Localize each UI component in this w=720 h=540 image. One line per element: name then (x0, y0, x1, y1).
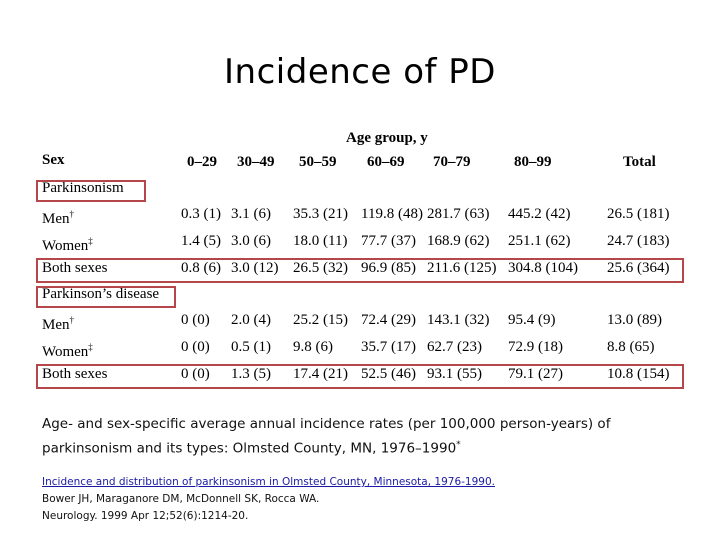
table-cell: 10.8 (154) (607, 366, 670, 382)
reference: Incidence and distribution of parkinsoni… (42, 474, 495, 525)
row-sex-label: Women‡ (42, 338, 93, 361)
table-cell: 211.6 (125) (427, 260, 497, 276)
incidence-table: Age group, y Sex 0–29 30–49 50–59 60–69 70–79 8… (36, 130, 684, 389)
footnote-mark: ‡ (88, 342, 93, 352)
table-cell: 35.7 (17) (361, 339, 416, 355)
sex-name: Women (42, 344, 89, 360)
section-label: Parkinsonism (42, 180, 124, 196)
highlight-box-parkinsonism-both-sexes (36, 258, 684, 283)
reference-authors: Bower JH, Maraganore DM, McDonnell SK, R… (42, 493, 320, 505)
caption-text: Age- and sex-specific average annual inc… (42, 416, 611, 457)
table-cell: 79.1 (27) (508, 366, 563, 382)
table-cell: 1.3 (5) (231, 366, 271, 382)
slide-title: Incidence of PD (224, 52, 496, 92)
table-cell: 9.8 (6) (293, 339, 333, 355)
table-cell: 0 (0) (181, 312, 210, 328)
table-cell: 3.0 (12) (231, 260, 279, 276)
column-header: 30–49 (237, 154, 275, 170)
table-cell: 72.9 (18) (508, 339, 563, 355)
sex-name: Men (42, 211, 70, 227)
table-cell: 0.5 (1) (231, 339, 271, 355)
table-cell: 0 (0) (181, 366, 210, 382)
table-cell: 96.9 (85) (361, 260, 416, 276)
column-header: 0–29 (187, 154, 217, 170)
footnote-mark: † (69, 315, 75, 325)
table-cell: 2.0 (4) (231, 312, 271, 328)
row-sex-label: Both sexes (42, 365, 107, 383)
table-cell: 445.2 (42) (508, 206, 571, 222)
row-sex-label: Women‡ (42, 232, 93, 255)
table-cell: 13.0 (89) (607, 312, 662, 328)
table-cell: 52.5 (46) (361, 366, 416, 382)
table-cell: 0.3 (1) (181, 206, 221, 222)
sex-name: Women (42, 238, 89, 254)
table-cell: 304.8 (104) (508, 260, 578, 276)
row-sex-label: Both sexes (42, 259, 107, 277)
table-cell: 281.7 (63) (427, 206, 490, 222)
sex-name: Both sexes (42, 260, 108, 276)
sex-header: Sex (42, 152, 65, 168)
reference-link[interactable]: Incidence and distribution of parkinsoni… (42, 476, 495, 488)
table-cell: 251.1 (62) (508, 233, 571, 249)
column-header: 50–59 (299, 154, 337, 170)
highlight-box-pd-label (36, 286, 176, 308)
table-cell: 25.6 (364) (607, 260, 670, 276)
table-cell: 17.4 (21) (293, 366, 348, 382)
table-cell: 0 (0) (181, 339, 210, 355)
column-header: 70–79 (433, 154, 471, 170)
row-sex-label: Men† (42, 311, 74, 334)
table-cell: 119.8 (48) (361, 206, 423, 222)
sex-name: Both sexes (42, 366, 108, 382)
footnote-mark: ‡ (88, 236, 93, 246)
table-cell: 143.1 (32) (427, 312, 490, 328)
table-cell: 168.9 (62) (427, 233, 490, 249)
table-cell: 3.1 (6) (231, 206, 271, 222)
table-cell: 26.5 (32) (293, 260, 348, 276)
table-cell: 26.5 (181) (607, 206, 670, 222)
sex-name: Men (42, 317, 70, 333)
footnote-mark: † (69, 209, 75, 219)
column-header: 80–99 (514, 154, 552, 170)
table-caption: Age- and sex-specific average annual inc… (42, 414, 682, 460)
column-header: Total (623, 154, 656, 170)
row-sex-label: Men† (42, 205, 74, 228)
table-cell: 18.0 (11) (293, 233, 348, 249)
section-label: Parkinson’s disease (42, 286, 160, 302)
table-cell: 24.7 (183) (607, 233, 670, 249)
caption-footnote-mark: * (456, 440, 461, 450)
table-cell: 93.1 (55) (427, 366, 482, 382)
table-cell: 8.8 (65) (607, 339, 655, 355)
table-cell: 3.0 (6) (231, 233, 271, 249)
column-header: 60–69 (367, 154, 405, 170)
highlight-box-pd-both-sexes (36, 364, 684, 389)
highlight-box-parkinsonism-label (36, 180, 146, 202)
table-cell: 77.7 (37) (361, 233, 416, 249)
reference-journal: Neurology. 1999 Apr 12;52(6):1214-20. (42, 510, 249, 522)
table-cell: 35.3 (21) (293, 206, 348, 222)
table-cell: 95.4 (9) (508, 312, 556, 328)
table-cell: 25.2 (15) (293, 312, 348, 328)
table-cell: 62.7 (23) (427, 339, 482, 355)
table-cell: 72.4 (29) (361, 312, 416, 328)
age-group-header: Age group, y (346, 130, 428, 146)
table-cell: 0.8 (6) (181, 260, 221, 276)
table-cell: 1.4 (5) (181, 233, 221, 249)
